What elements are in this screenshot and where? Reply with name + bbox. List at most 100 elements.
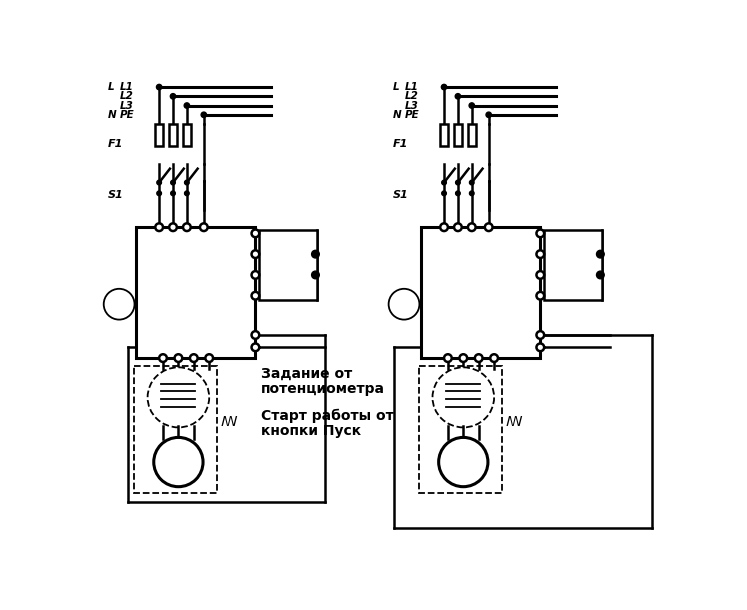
Circle shape xyxy=(104,289,134,320)
Circle shape xyxy=(175,354,182,362)
Text: L2: L2 xyxy=(168,240,178,248)
Text: F1: F1 xyxy=(108,139,123,149)
Circle shape xyxy=(311,250,319,258)
Text: W: W xyxy=(189,340,199,349)
Text: кнопки Пуск: кнопки Пуск xyxy=(261,424,361,438)
Bar xyxy=(155,124,164,146)
Text: U: U xyxy=(159,340,167,349)
Circle shape xyxy=(169,223,177,231)
Circle shape xyxy=(456,180,460,185)
Text: ꟿ: ꟿ xyxy=(506,415,522,429)
Text: N: N xyxy=(108,110,117,120)
Circle shape xyxy=(456,191,460,196)
Bar xyxy=(169,124,177,146)
Circle shape xyxy=(201,112,206,118)
Text: FC 51: FC 51 xyxy=(459,303,503,317)
Bar xyxy=(182,124,191,146)
Text: 12: 12 xyxy=(521,229,534,238)
Text: U: U xyxy=(444,340,452,349)
Text: 60: 60 xyxy=(521,343,534,352)
Text: PE: PE xyxy=(405,110,420,120)
Text: V: V xyxy=(460,340,467,349)
Bar xyxy=(544,229,602,300)
Circle shape xyxy=(597,271,604,279)
Circle shape xyxy=(490,354,498,362)
Text: СТОП: СТОП xyxy=(271,264,301,274)
Text: PE: PE xyxy=(488,340,500,349)
Text: 19: 19 xyxy=(521,270,534,279)
Circle shape xyxy=(455,93,461,99)
Circle shape xyxy=(252,229,259,237)
Circle shape xyxy=(536,331,544,339)
Bar xyxy=(134,366,217,493)
Circle shape xyxy=(536,271,544,279)
Text: S1: S1 xyxy=(392,190,408,200)
Circle shape xyxy=(438,437,488,487)
Text: 18: 18 xyxy=(521,249,534,259)
Circle shape xyxy=(441,180,447,185)
Circle shape xyxy=(252,271,259,279)
Circle shape xyxy=(185,180,189,185)
Text: M: M xyxy=(454,447,472,465)
Text: S1: S1 xyxy=(108,190,123,200)
Circle shape xyxy=(155,223,163,231)
Circle shape xyxy=(444,354,452,362)
Text: PE: PE xyxy=(198,240,209,248)
Circle shape xyxy=(183,223,190,231)
Circle shape xyxy=(486,112,492,118)
Circle shape xyxy=(171,180,176,185)
Text: 3~: 3~ xyxy=(169,463,188,476)
Bar xyxy=(440,124,448,146)
Circle shape xyxy=(185,103,190,108)
Text: L: L xyxy=(108,82,114,92)
Text: PE: PE xyxy=(120,110,134,120)
Circle shape xyxy=(170,93,176,99)
Text: 55: 55 xyxy=(237,343,249,352)
Bar xyxy=(421,227,540,358)
Text: СТОП: СТОП xyxy=(556,264,586,274)
Text: L3
N: L3 N xyxy=(467,240,477,259)
Circle shape xyxy=(252,331,259,339)
Circle shape xyxy=(469,103,474,108)
Text: 42: 42 xyxy=(237,331,249,340)
Circle shape xyxy=(441,191,447,196)
Text: 18: 18 xyxy=(237,249,249,259)
Text: Задание от: Задание от xyxy=(261,367,352,381)
Bar xyxy=(136,227,255,358)
Text: On: On xyxy=(397,305,411,314)
Circle shape xyxy=(190,354,198,362)
Text: 55: 55 xyxy=(521,331,534,340)
Bar xyxy=(468,124,476,146)
Circle shape xyxy=(154,437,203,487)
Circle shape xyxy=(441,84,447,90)
Circle shape xyxy=(485,223,492,231)
Circle shape xyxy=(597,250,604,258)
Text: L3: L3 xyxy=(120,101,134,110)
Text: PE: PE xyxy=(203,340,216,349)
Circle shape xyxy=(536,292,544,300)
Text: VLT: VLT xyxy=(182,267,209,281)
Text: L: L xyxy=(392,82,399,92)
Circle shape xyxy=(159,354,167,362)
Text: M: M xyxy=(170,447,187,465)
Text: Micro Drive: Micro Drive xyxy=(160,288,232,298)
Text: L1
L: L1 L xyxy=(154,240,164,259)
Text: 27: 27 xyxy=(521,291,534,300)
Text: Auto: Auto xyxy=(108,296,130,305)
Text: V: V xyxy=(175,340,182,349)
Text: 12: 12 xyxy=(237,229,249,238)
Circle shape xyxy=(536,250,544,258)
Circle shape xyxy=(459,354,467,362)
Text: 27: 27 xyxy=(237,291,249,300)
Text: W: W xyxy=(474,340,483,349)
Text: Старт работы от: Старт работы от xyxy=(261,409,394,423)
Text: L2: L2 xyxy=(453,240,463,248)
Text: L1
L: L1 L xyxy=(439,240,449,259)
Text: On: On xyxy=(113,305,125,314)
Text: Micro Drive: Micro Drive xyxy=(444,288,517,298)
Text: L3: L3 xyxy=(405,101,418,110)
Text: ПУСК: ПУСК xyxy=(556,243,586,253)
Circle shape xyxy=(252,250,259,258)
Circle shape xyxy=(536,343,544,351)
Text: L2: L2 xyxy=(120,92,134,101)
